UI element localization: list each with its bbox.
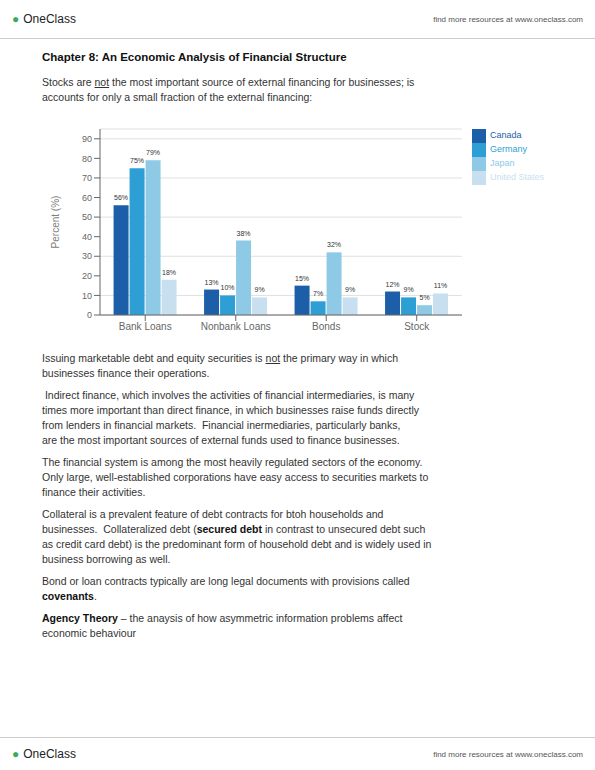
svg-text:15%: 15%	[295, 275, 309, 282]
html-text:finance their activities.: finance their activities.	[42, 486, 146, 498]
svg-text:10: 10	[82, 291, 92, 301]
svg-text:11%: 11%	[434, 282, 448, 289]
html-text:businesses. Collateralized deb: businesses. Collateralized debt (secured…	[42, 523, 426, 535]
svg-text:79%: 79%	[146, 149, 160, 156]
svg-text:Nonbank Loans: Nonbank Loans	[201, 321, 271, 332]
svg-text:Percent (%): Percent (%)	[50, 196, 61, 249]
html-text:Collateral is a prevalent feat: Collateral is a prevalent feature of deb…	[42, 508, 384, 520]
svg-text:5%: 5%	[419, 294, 429, 301]
html-text:business borrowing as well.: business borrowing as well.	[42, 553, 171, 565]
html-text:● OneClass: ● OneClass	[12, 12, 76, 26]
html-text:Bond or loan contracts typical: Bond or loan contracts typically are lon…	[42, 575, 410, 587]
svg-text:60: 60	[82, 193, 92, 203]
svg-text:30: 30	[82, 251, 92, 261]
html-text:economic behaviour: economic behaviour	[42, 627, 136, 639]
html-text:from lenders in financial mark: from lenders in financial markets. Finan…	[42, 419, 401, 431]
html-text:Canada: Canada	[490, 130, 522, 141]
html-text:Germany: Germany	[490, 144, 527, 155]
html-text:find more resources at www.one: find more resources at www.oneclass.com	[433, 14, 583, 24]
html-text:covenants.: covenants.	[42, 590, 97, 602]
svg-text:50: 50	[82, 212, 92, 222]
svg-text:90: 90	[82, 134, 92, 144]
html-text:accounts for only a small frac: accounts for only a small fraction of th…	[42, 91, 313, 103]
html-text:● OneClass: ● OneClass	[12, 747, 76, 761]
svg-text:10%: 10%	[221, 284, 235, 291]
html-text:Issuing marketable debt and eq: Issuing marketable debt and equity secur…	[42, 352, 398, 364]
svg-text:9%: 9%	[255, 286, 265, 293]
svg-text:Bank Loans: Bank Loans	[119, 321, 172, 332]
svg-text:0: 0	[87, 310, 92, 320]
html-text:Only large, well-established c: Only large, well-established corporation…	[42, 471, 429, 483]
svg-text:20: 20	[82, 271, 92, 281]
html-text:The financial system is among: The financial system is among the most h…	[42, 456, 423, 468]
svg-text:Bonds: Bonds	[312, 321, 340, 332]
svg-text:18%: 18%	[162, 269, 176, 276]
svg-text:56%: 56%	[114, 194, 128, 201]
html-text:as credit card debt) is the pr: as credit card debt) is the predominant …	[42, 538, 432, 550]
svg-text:70: 70	[82, 173, 92, 183]
html-text:are the most important sources: are the most important sources of extern…	[42, 434, 400, 446]
html-text:United States: United States	[490, 172, 544, 183]
svg-text:Stock: Stock	[404, 321, 430, 332]
svg-text:80: 80	[82, 154, 92, 164]
svg-text:75%: 75%	[130, 157, 144, 164]
html-text:times more important than dire: times more important than direct finance…	[42, 404, 419, 416]
html-text:Agency Theory – the anaysis of: Agency Theory – the anaysis of how asymm…	[42, 612, 403, 624]
svg-text:32%: 32%	[327, 241, 341, 248]
svg-text:13%: 13%	[205, 279, 219, 286]
html-text:Indirect finance, which involv: Indirect finance, which involves the act…	[42, 389, 415, 401]
svg-text:7%: 7%	[313, 290, 323, 297]
svg-text:9%: 9%	[345, 286, 355, 293]
svg-text:38%: 38%	[237, 230, 251, 237]
html-text:Stocks are not the most import: Stocks are not the most important source…	[42, 76, 415, 88]
html-text:Chapter 8: An Economic Analysi: Chapter 8: An Economic Analysis of Finan…	[42, 51, 347, 63]
html-text:find more resources at www.one: find more resources at www.oneclass.com	[433, 749, 583, 759]
svg-text:9%: 9%	[403, 286, 413, 293]
html-text:businesses finance their opera: businesses finance their operations.	[42, 367, 210, 379]
svg-text:12%: 12%	[386, 281, 400, 288]
html-text:Japan: Japan	[490, 158, 515, 169]
svg-text:40: 40	[82, 232, 92, 242]
